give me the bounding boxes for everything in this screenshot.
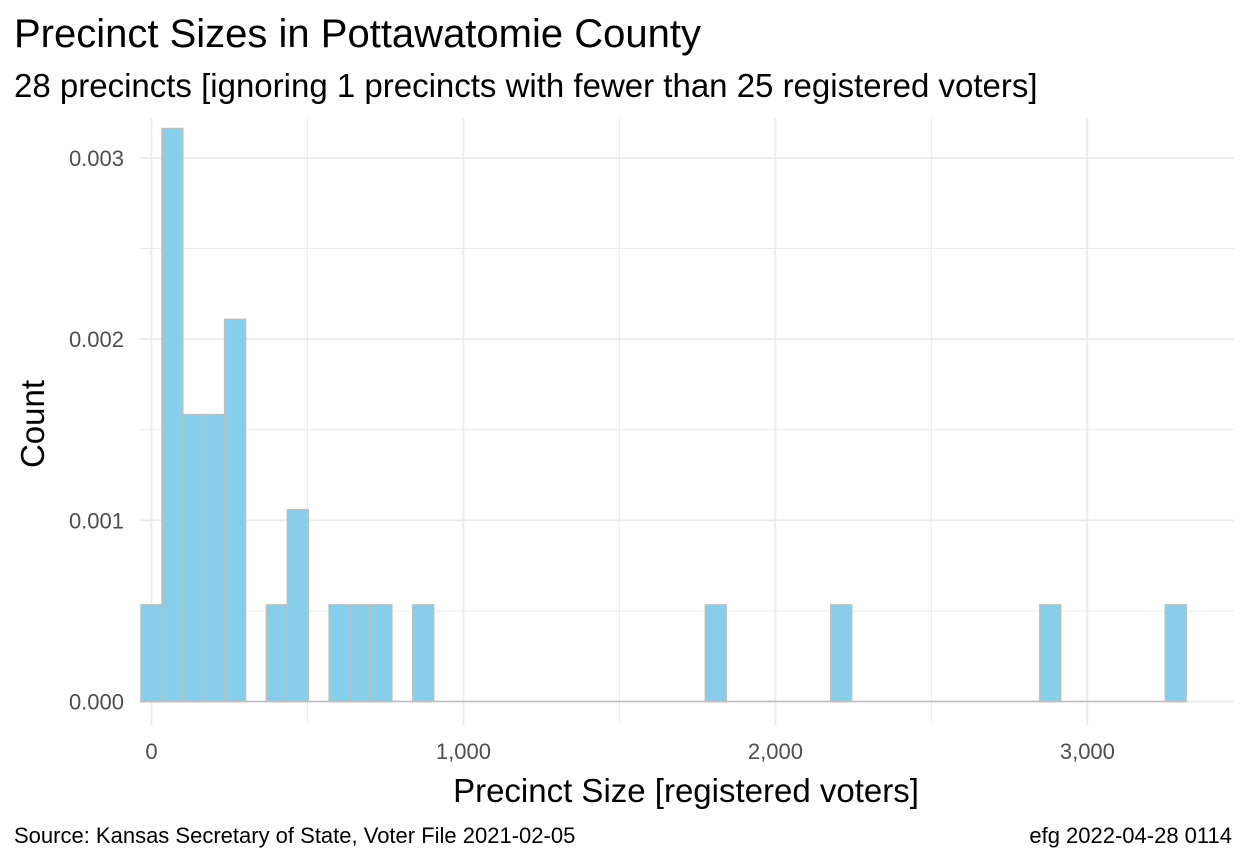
histogram-bar <box>349 604 372 703</box>
histogram-bar <box>286 508 309 703</box>
histogram-bar <box>412 604 435 703</box>
histogram-bars <box>140 127 1187 703</box>
histogram-bar <box>1039 604 1062 703</box>
y-tick-label: 0.003 <box>69 146 124 171</box>
histogram-bar <box>704 604 728 703</box>
histogram-bar <box>265 604 289 703</box>
chart-subtitle: 28 precincts [ignoring 1 precincts with … <box>14 67 1038 104</box>
y-tick-label: 0.000 <box>69 689 124 714</box>
histogram-bar <box>830 604 853 703</box>
chart-title: Precinct Sizes in Pottawatomie County <box>14 12 701 56</box>
x-tick-label: 0 <box>145 739 157 764</box>
histogram-bar <box>223 318 247 703</box>
histogram-bar <box>1164 604 1187 703</box>
x-tick-label: 3,000 <box>1060 739 1115 764</box>
histogram-bar <box>182 413 205 703</box>
axis-tick-labels: 0 1,000 2,000 3,000 0.000 0.001 0.002 0.003 <box>69 146 1115 764</box>
y-axis-title: Count <box>14 380 51 468</box>
histogram-bar <box>202 413 226 703</box>
y-tick-label: 0.001 <box>69 508 124 533</box>
histogram-bar <box>161 127 184 703</box>
x-tick-label: 1,000 <box>436 739 491 764</box>
histogram-bar <box>370 604 393 703</box>
x-tick-label: 2,000 <box>748 739 803 764</box>
timestamp-caption: efg 2022-04-28 0114 <box>1029 823 1232 848</box>
source-caption: Source: Kansas Secretary of State, Voter… <box>14 823 576 848</box>
y-tick-label: 0.002 <box>69 327 124 352</box>
x-axis-title: Precinct Size [registered voters] <box>453 772 919 809</box>
histogram-bar <box>140 604 163 703</box>
histogram-bar <box>328 604 351 703</box>
